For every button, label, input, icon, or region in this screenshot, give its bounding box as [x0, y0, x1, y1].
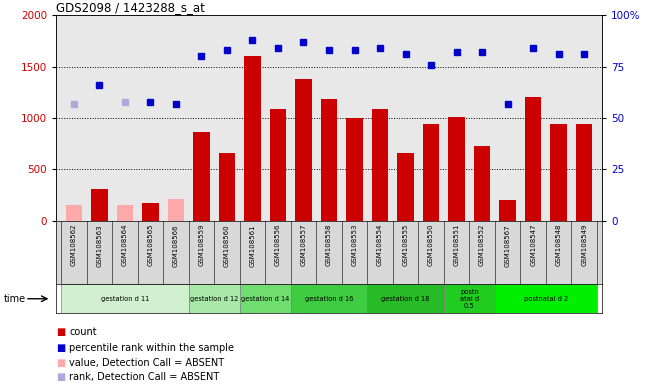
Text: gestation d 18: gestation d 18 — [382, 296, 430, 301]
Text: GSM108566: GSM108566 — [173, 224, 179, 266]
Bar — [116, 205, 133, 221]
Text: value, Detection Call = ABSENT: value, Detection Call = ABSENT — [69, 358, 224, 368]
Text: GSM108557: GSM108557 — [301, 224, 307, 266]
Bar — [423, 124, 440, 221]
Text: GSM108563: GSM108563 — [96, 224, 102, 266]
Bar — [448, 117, 465, 221]
Text: ■: ■ — [56, 327, 65, 337]
Bar — [193, 132, 210, 221]
Bar — [61, 284, 189, 313]
Bar — [291, 284, 367, 313]
Bar — [474, 146, 490, 221]
Text: time: time — [3, 294, 26, 304]
Bar — [495, 284, 597, 313]
Text: postnatal d 2: postnatal d 2 — [524, 296, 568, 301]
Bar — [218, 153, 235, 221]
Bar — [576, 124, 592, 221]
Text: gestation d 16: gestation d 16 — [305, 296, 353, 301]
Bar — [444, 284, 495, 313]
Text: GSM108548: GSM108548 — [556, 224, 562, 266]
Text: GSM108549: GSM108549 — [581, 224, 587, 266]
Bar — [367, 284, 444, 313]
Bar — [295, 79, 312, 221]
Text: percentile rank within the sample: percentile rank within the sample — [69, 343, 234, 353]
Bar — [525, 96, 542, 221]
Bar — [189, 284, 240, 313]
Text: GSM108560: GSM108560 — [224, 224, 230, 266]
Bar — [66, 205, 82, 221]
Text: gestation d 12: gestation d 12 — [190, 296, 238, 301]
Text: GSM108552: GSM108552 — [479, 224, 485, 266]
Text: GDS2098 / 1423288_s_at: GDS2098 / 1423288_s_at — [56, 1, 205, 14]
Text: GSM108553: GSM108553 — [351, 224, 357, 266]
Text: ■: ■ — [56, 343, 65, 353]
Text: GSM108556: GSM108556 — [275, 224, 281, 266]
Text: GSM108554: GSM108554 — [377, 224, 383, 266]
Bar — [346, 118, 363, 221]
Text: GSM108547: GSM108547 — [530, 224, 536, 266]
Text: GSM108567: GSM108567 — [505, 224, 511, 266]
Text: GSM108550: GSM108550 — [428, 224, 434, 266]
Text: GSM108555: GSM108555 — [403, 224, 409, 266]
Bar — [372, 109, 388, 221]
Bar — [550, 124, 567, 221]
Bar — [142, 204, 159, 221]
Text: GSM108561: GSM108561 — [249, 224, 255, 266]
Text: GSM108559: GSM108559 — [199, 224, 205, 266]
Bar — [397, 153, 414, 221]
Text: postn
atal d
0.5: postn atal d 0.5 — [460, 288, 479, 309]
Text: GSM108565: GSM108565 — [147, 224, 153, 266]
Text: rank, Detection Call = ABSENT: rank, Detection Call = ABSENT — [69, 372, 219, 382]
Text: gestation d 14: gestation d 14 — [241, 296, 290, 301]
Text: GSM108558: GSM108558 — [326, 224, 332, 266]
Bar — [240, 284, 291, 313]
Text: GSM108564: GSM108564 — [122, 224, 128, 266]
Text: ■: ■ — [56, 372, 65, 382]
Text: GSM108562: GSM108562 — [71, 224, 77, 266]
Text: GSM108551: GSM108551 — [453, 224, 459, 266]
Bar — [499, 200, 516, 221]
Text: count: count — [69, 327, 97, 337]
Bar — [91, 189, 108, 221]
Bar — [168, 199, 184, 221]
Bar — [244, 56, 261, 221]
Bar — [320, 99, 338, 221]
Text: ■: ■ — [56, 358, 65, 368]
Text: gestation d 11: gestation d 11 — [101, 296, 149, 301]
Bar — [270, 109, 286, 221]
